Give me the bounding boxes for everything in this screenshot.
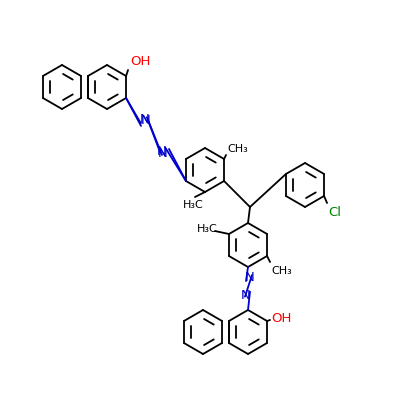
Text: N: N	[156, 145, 166, 158]
Text: H₃C: H₃C	[197, 224, 218, 234]
Text: OH: OH	[271, 312, 292, 326]
Text: N: N	[140, 113, 150, 126]
Text: H₃C: H₃C	[183, 200, 204, 210]
Text: CH₃: CH₃	[227, 144, 248, 154]
Text: CH₃: CH₃	[271, 266, 292, 276]
Text: N: N	[141, 114, 151, 127]
Text: N: N	[158, 148, 168, 160]
Text: N: N	[241, 289, 251, 302]
Text: N: N	[245, 270, 255, 284]
Text: Cl: Cl	[328, 206, 341, 219]
Text: OH: OH	[130, 55, 150, 68]
